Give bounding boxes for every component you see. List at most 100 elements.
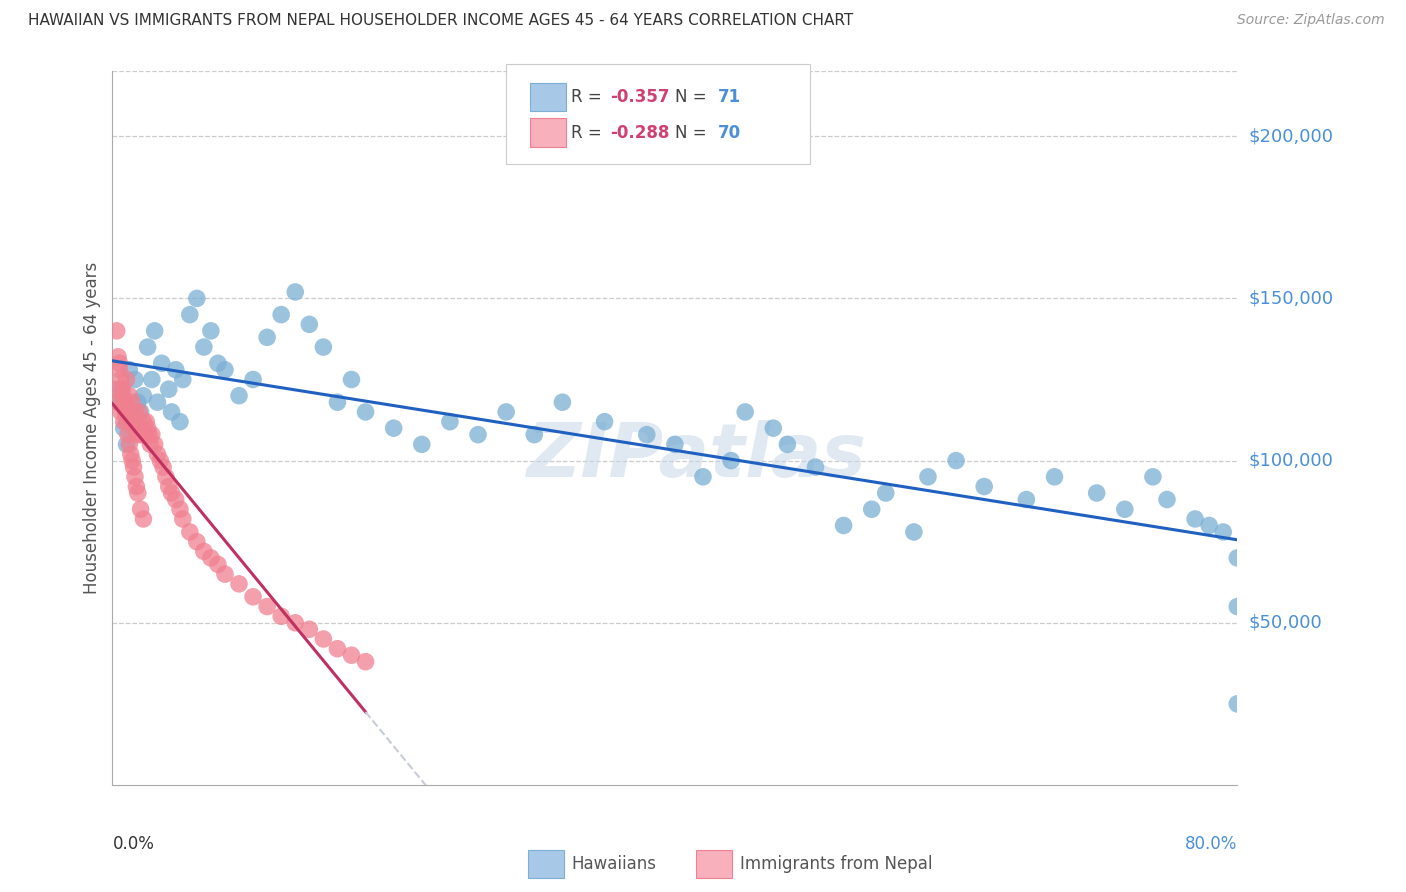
Point bbox=[124, 470, 146, 484]
Point bbox=[875, 486, 897, 500]
Point bbox=[165, 363, 187, 377]
Point bbox=[228, 389, 250, 403]
Point bbox=[157, 382, 180, 396]
Point bbox=[1198, 518, 1220, 533]
Point bbox=[439, 415, 461, 429]
Point bbox=[270, 308, 292, 322]
Point bbox=[1184, 512, 1206, 526]
Point bbox=[114, 405, 136, 419]
Point bbox=[150, 356, 173, 370]
Point bbox=[146, 395, 169, 409]
Point bbox=[692, 470, 714, 484]
Text: Immigrants from Nepal: Immigrants from Nepal bbox=[740, 855, 932, 873]
Point bbox=[312, 340, 335, 354]
Point bbox=[312, 632, 335, 646]
Point bbox=[141, 427, 163, 442]
Text: 80.0%: 80.0% bbox=[1185, 835, 1237, 853]
Text: -0.288: -0.288 bbox=[610, 124, 669, 142]
Point bbox=[326, 395, 349, 409]
Point bbox=[111, 382, 134, 396]
Point bbox=[1226, 599, 1249, 614]
Point bbox=[298, 318, 321, 332]
Point bbox=[169, 502, 191, 516]
Point bbox=[270, 609, 292, 624]
Point bbox=[108, 363, 131, 377]
Text: R =: R = bbox=[571, 124, 607, 142]
Point bbox=[110, 382, 132, 396]
Text: -0.357: -0.357 bbox=[610, 88, 669, 106]
Point bbox=[593, 415, 616, 429]
Point bbox=[1142, 470, 1164, 484]
Point bbox=[139, 437, 162, 451]
Point bbox=[1226, 697, 1249, 711]
Point bbox=[143, 324, 166, 338]
Point bbox=[110, 372, 132, 386]
Point bbox=[284, 615, 307, 630]
Point bbox=[120, 415, 142, 429]
Point bbox=[973, 479, 995, 493]
Point bbox=[186, 534, 208, 549]
Point bbox=[903, 524, 925, 539]
Point bbox=[207, 558, 229, 572]
Point bbox=[105, 324, 128, 338]
Point bbox=[179, 524, 201, 539]
Point bbox=[832, 518, 855, 533]
Text: 70: 70 bbox=[717, 124, 741, 142]
Point bbox=[200, 550, 222, 565]
Point bbox=[136, 340, 159, 354]
Point bbox=[141, 372, 163, 386]
Point bbox=[149, 453, 172, 467]
Point bbox=[118, 389, 141, 403]
Point bbox=[804, 460, 827, 475]
Point bbox=[298, 622, 321, 636]
Point bbox=[143, 437, 166, 451]
Text: $100,000: $100,000 bbox=[1249, 451, 1333, 469]
Point bbox=[122, 421, 145, 435]
Point bbox=[160, 405, 183, 419]
Point bbox=[1114, 502, 1136, 516]
Point bbox=[228, 577, 250, 591]
Point bbox=[110, 405, 132, 419]
Point bbox=[129, 421, 152, 435]
Point bbox=[155, 470, 177, 484]
Point bbox=[114, 395, 136, 409]
Point bbox=[523, 427, 546, 442]
Point bbox=[131, 427, 153, 442]
Point bbox=[256, 330, 278, 344]
Text: 0.0%: 0.0% bbox=[112, 835, 155, 853]
Point bbox=[214, 363, 236, 377]
Point bbox=[664, 437, 686, 451]
Point bbox=[1043, 470, 1066, 484]
Point bbox=[160, 486, 183, 500]
Point bbox=[551, 395, 574, 409]
Text: Hawaiians: Hawaiians bbox=[571, 855, 657, 873]
Point bbox=[128, 405, 150, 419]
Point bbox=[1212, 524, 1234, 539]
Point bbox=[138, 427, 160, 442]
Point bbox=[467, 427, 489, 442]
Point bbox=[132, 389, 155, 403]
Point bbox=[720, 453, 742, 467]
Point bbox=[1156, 492, 1178, 507]
Point bbox=[112, 421, 135, 435]
Point bbox=[354, 655, 377, 669]
Point bbox=[1226, 550, 1249, 565]
Point bbox=[124, 405, 146, 419]
Point bbox=[242, 590, 264, 604]
Point bbox=[495, 405, 517, 419]
Point bbox=[242, 372, 264, 386]
Text: N =: N = bbox=[675, 88, 711, 106]
Point bbox=[284, 285, 307, 299]
Point bbox=[734, 405, 756, 419]
Point bbox=[860, 502, 883, 516]
Point bbox=[193, 340, 215, 354]
Point bbox=[112, 415, 135, 429]
Point bbox=[776, 437, 799, 451]
Point bbox=[117, 427, 139, 442]
Point bbox=[945, 453, 967, 467]
Point bbox=[107, 395, 129, 409]
Point bbox=[117, 405, 139, 419]
Text: $200,000: $200,000 bbox=[1249, 128, 1333, 145]
Point bbox=[111, 389, 134, 403]
Point bbox=[134, 427, 156, 442]
